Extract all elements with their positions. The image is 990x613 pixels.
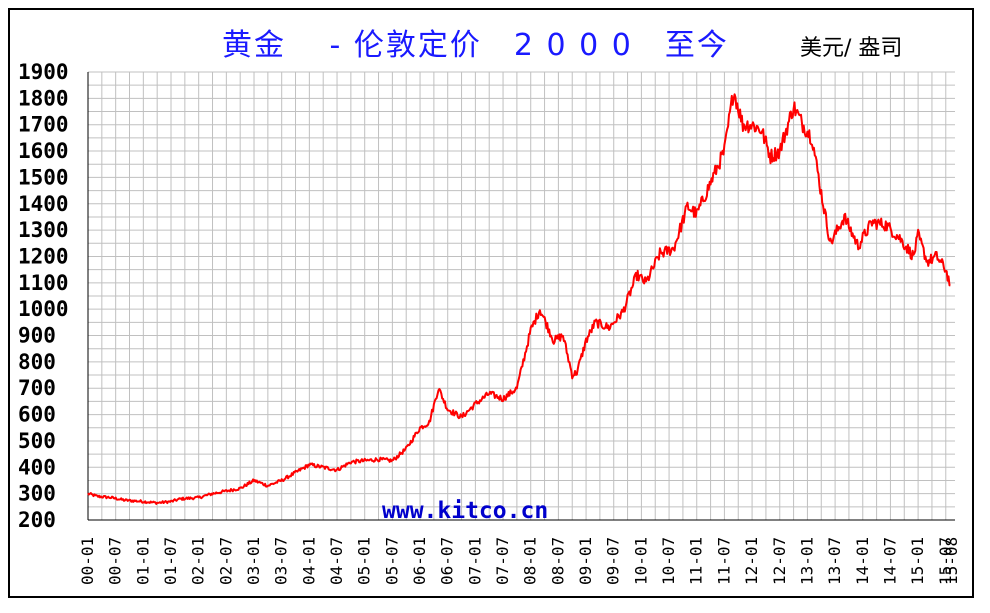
x-tick-label: 03-07 <box>272 537 291 585</box>
y-tick-label: 600 <box>18 403 56 427</box>
y-tick-label: 300 <box>18 482 56 506</box>
y-tick-label: 1000 <box>18 297 69 321</box>
x-tick-label: 01-01 <box>133 537 152 585</box>
y-tick-label: 500 <box>18 429 56 453</box>
x-tick-label: 14-07 <box>880 537 899 585</box>
x-tick-label: 10-01 <box>631 537 650 585</box>
chart-frame <box>8 8 974 598</box>
y-tick-label: 1500 <box>18 165 69 189</box>
x-tick-label: 15-07 <box>936 537 955 585</box>
y-tick-label: 1400 <box>18 192 69 216</box>
x-tick-label: 02-07 <box>216 537 235 585</box>
y-tick-label: 1900 <box>18 60 69 84</box>
x-tick-label: 03-01 <box>244 537 263 585</box>
y-tick-label: 1200 <box>18 244 69 268</box>
chart-title: 黄金 - 伦敦定价 2 0 0 0 至今 <box>222 28 729 63</box>
x-tick-label: 13-01 <box>797 537 816 585</box>
x-axis: 00-01 00-07 01-01 01-07 02-01 02-07 03-01 03-07… <box>78 519 961 585</box>
y-tick-label: 1300 <box>18 218 69 242</box>
x-tick-label: 04-07 <box>327 537 346 585</box>
y-tick-label: 400 <box>18 455 56 479</box>
y-tick-label: 1700 <box>18 113 69 137</box>
unit-label: 美元/ 盎司 <box>800 36 903 61</box>
x-tick-label: 05-01 <box>355 537 374 585</box>
gridlines <box>87 71 955 521</box>
x-tick-label: 06-01 <box>410 537 429 585</box>
x-tick-label: 08-01 <box>521 537 540 585</box>
x-tick-label: 14-01 <box>853 537 872 585</box>
y-tick-label: 1100 <box>18 271 69 295</box>
y-tick-label: 700 <box>18 376 56 400</box>
gold-price-line <box>87 93 951 505</box>
x-tick-label: 00-07 <box>106 537 125 585</box>
x-tick-label: 07-01 <box>465 537 484 585</box>
y-tick-label: 1800 <box>18 86 69 110</box>
x-tick-label: 12-07 <box>770 537 789 585</box>
x-tick-label: 13-07 <box>825 537 844 585</box>
x-tick-label: 15-01 <box>908 537 927 585</box>
x-tick-label: 09-01 <box>576 537 595 585</box>
x-tick-label: 06-07 <box>438 537 457 585</box>
x-tick-label-last: 15-08 <box>942 537 961 585</box>
x-tick-label: 01-07 <box>161 537 180 585</box>
x-tick-label: 08-07 <box>548 537 567 585</box>
x-tick-label: 00-01 <box>78 537 97 585</box>
y-tick-label: 200 <box>18 508 56 532</box>
x-tick-label: 12-01 <box>742 537 761 585</box>
x-tick-label: 11-01 <box>687 537 706 585</box>
x-tick-label: 11-07 <box>714 537 733 585</box>
x-tick-label: 05-07 <box>382 537 401 585</box>
x-tick-label: 07-07 <box>493 537 512 585</box>
watermark: www.kitco.cn <box>382 498 548 524</box>
y-tick-label: 800 <box>18 350 56 374</box>
y-tick-label: 1600 <box>18 139 69 163</box>
x-tick-label: 10-07 <box>659 537 678 585</box>
x-tick-label: 04-01 <box>299 537 318 585</box>
x-tick-label: 02-01 <box>189 537 208 585</box>
y-tick-label: 900 <box>18 324 56 348</box>
x-tick-label: 09-07 <box>604 537 623 585</box>
